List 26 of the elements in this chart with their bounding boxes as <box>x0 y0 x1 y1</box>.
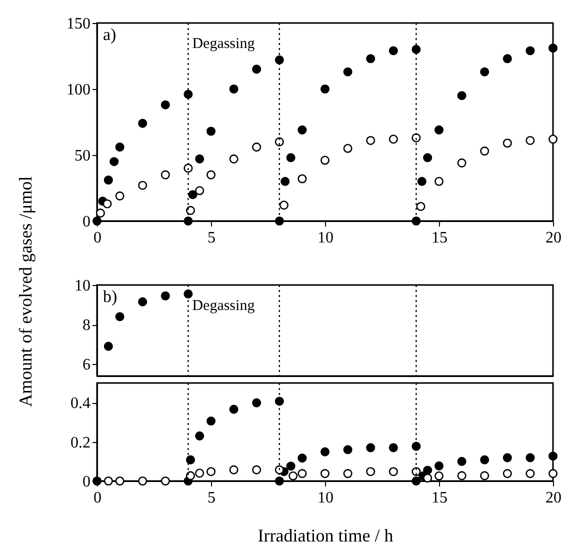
ref-line-label: Degassing <box>192 298 256 314</box>
x-tick-label: 5 <box>208 490 216 506</box>
y-tick-label: 150 <box>66 16 90 32</box>
x-tick-label: 0 <box>94 490 102 506</box>
y-axis-title: Amount of evolved gases /μmol <box>16 176 36 407</box>
y-tick-label: 0.4 <box>70 395 90 412</box>
x-tick-label: 20 <box>546 490 562 506</box>
y-tick-label: 0 <box>82 474 90 490</box>
y-tick-label: 6 <box>82 356 90 374</box>
ref-line-label: Degassing <box>192 36 256 52</box>
y-tick-label: 10 <box>74 278 90 294</box>
x-tick-label: 10 <box>318 230 334 246</box>
x-tick-label: 5 <box>208 230 216 246</box>
x-tick-label: 15 <box>432 230 448 246</box>
annotation: b) <box>103 287 118 306</box>
y-tick-label: 100 <box>66 82 90 98</box>
x-tick-label: 0 <box>94 230 102 246</box>
annotation: a) <box>103 25 116 44</box>
y-tick-label: 0 <box>82 214 90 230</box>
y-tick-label: 50 <box>74 148 90 164</box>
x-tick-label: 20 <box>546 230 562 246</box>
x-tick-label: 15 <box>432 490 448 506</box>
x-axis-title: Irradiation time / h <box>258 526 394 546</box>
x-tick-label: 10 <box>318 490 334 506</box>
y-tick-label: 0.2 <box>70 434 90 452</box>
y-tick-label: 8 <box>82 317 90 334</box>
